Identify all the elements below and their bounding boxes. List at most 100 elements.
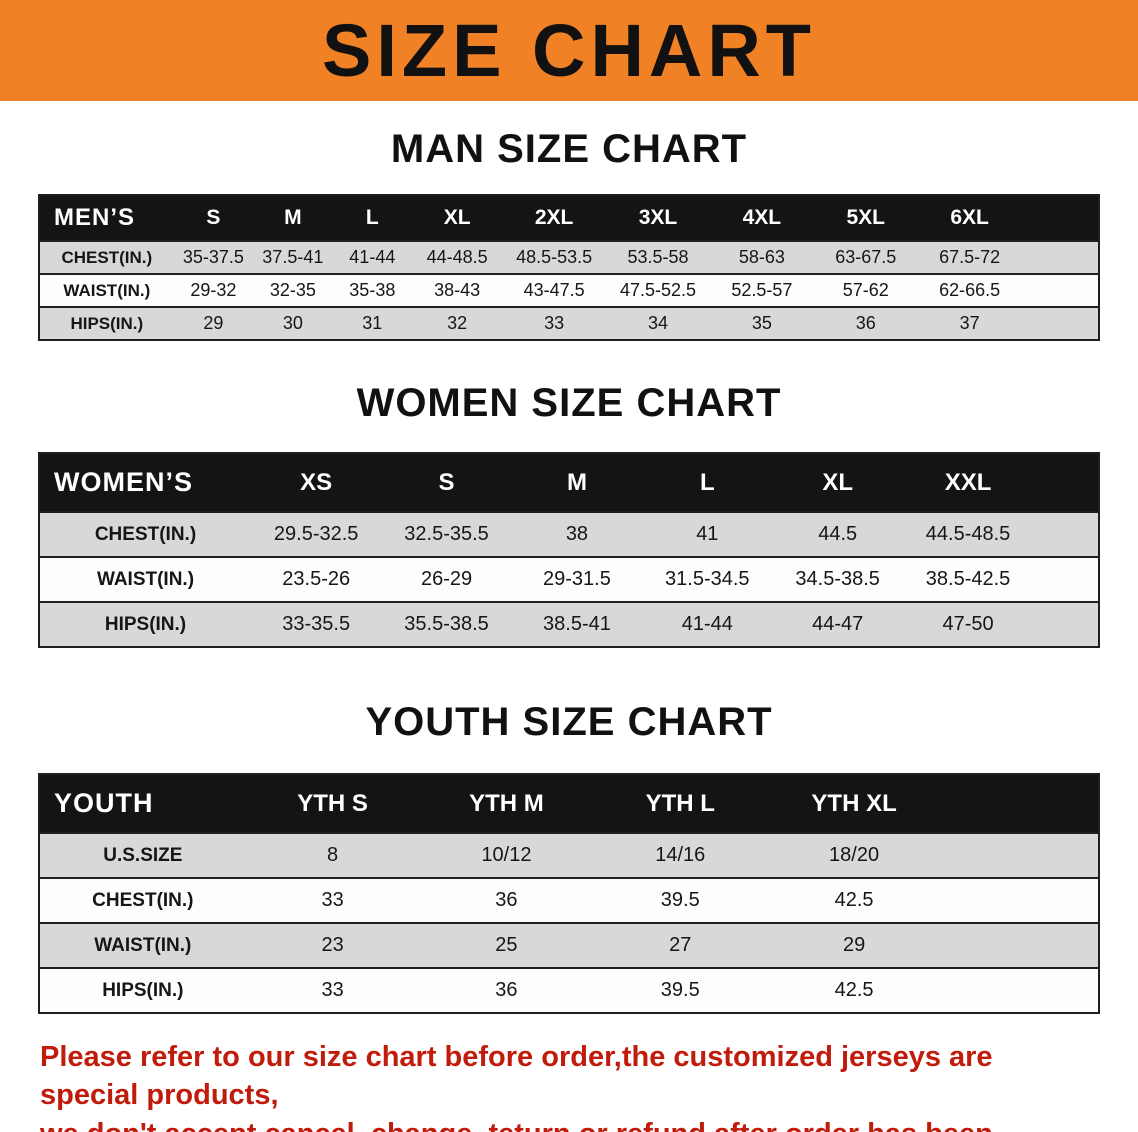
women-section-title: WOMEN SIZE CHART: [356, 381, 782, 425]
size-value-cell: 41: [696, 523, 719, 545]
size-column-header: 4XL: [709, 195, 814, 241]
size-value-cell: 34: [647, 313, 668, 333]
row-label: CHEST(IN.): [61, 247, 153, 267]
table-row: WAIST(IN.) 23 25 27 29: [39, 923, 1099, 968]
size-value-cell: 30: [282, 313, 303, 333]
youth-size-table: YOUTH YTH S YTH M YTH L YTH XL U.S.SIZE 8 10/1…: [38, 773, 1100, 1014]
size-value-cell: 35.5-38.5: [404, 613, 489, 635]
women-table-body: CHEST(IN.) 29.5-32.5 32.5-35.5 38 41 44.5 44.5…: [39, 512, 1099, 647]
size-value-cell: 38-43: [434, 280, 481, 300]
size-column-header: XL: [412, 195, 503, 241]
size-value-cell: 35: [751, 313, 772, 333]
table-corner-label: YOUTH: [39, 774, 246, 833]
row-label: U.S.SIZE: [103, 844, 183, 866]
row-label: HIPS(IN.): [70, 313, 144, 333]
size-value-cell: 48.5-53.5: [516, 247, 593, 267]
size-column-header: M: [511, 453, 643, 512]
size-value-cell: 23: [321, 934, 344, 956]
size-value-cell: 33-35.5: [282, 613, 351, 635]
table-row: WAIST(IN.) 29-32 32-35 35-38 38-43 43-47.5 47.…: [39, 274, 1099, 307]
table-row: CHEST(IN.) 29.5-32.5 32.5-35.5 38 41 44.5 44.5…: [39, 512, 1099, 557]
table-row: WAIST(IN.) 23.5-26 26-29 29-31.5 31.5-34.5 34…: [39, 557, 1099, 602]
size-column-header: 2XL: [502, 195, 607, 241]
men-section-title: MAN SIZE CHART: [390, 127, 748, 171]
size-value-cell: 18/20: [829, 844, 880, 866]
filler-cell: [941, 833, 1099, 878]
size-column-header: 5XL: [813, 195, 918, 241]
table-header-row: WOMEN’S XS S M L XL XXL: [39, 453, 1099, 512]
filler-cell: [1022, 241, 1099, 274]
size-value-cell: 39.5: [660, 979, 700, 1001]
size-value-cell: 44-47: [812, 613, 864, 635]
table-header-row: MEN’S S M L XL 2XL 3XL 4XL 5XL 6XL: [39, 195, 1099, 241]
page-title: SIZE CHART: [322, 8, 816, 92]
filler-cell: [1033, 557, 1099, 602]
men-size-section: MAN SIZE CHART MEN’S S M L XL 2XL 3XL 4XL 5XL 6XL…: [0, 127, 1138, 341]
size-column-header: M: [253, 195, 333, 241]
note-line-2: we don't accept cancel, change, teturn o…: [40, 1115, 1098, 1132]
size-value-cell: 57-62: [842, 280, 889, 300]
row-label: WAIST(IN.): [96, 568, 195, 590]
size-value-cell: 35-38: [349, 280, 396, 300]
filler-cell: [1021, 195, 1099, 241]
men-table-body: CHEST(IN.) 35-37.5 37.5-41 41-44 44-48.5 48.5…: [39, 241, 1099, 340]
size-value-cell: 36: [855, 313, 876, 333]
size-value-cell: 29-32: [190, 280, 237, 300]
size-value-cell: 47-50: [942, 613, 994, 635]
filler-cell: [1033, 453, 1099, 512]
size-value-cell: 29: [842, 934, 866, 956]
table-row: HIPS(IN.) 33-35.5 35.5-38.5 38.5-41 41-44 44-…: [39, 602, 1099, 647]
youth-section-title: YOUTH SIZE CHART: [365, 700, 773, 744]
size-value-cell: 67.5-72: [939, 247, 1001, 267]
size-value-cell: 32.5-35.5: [404, 523, 489, 545]
size-column-header: 6XL: [917, 195, 1022, 241]
table-corner-label: MEN’S: [39, 195, 174, 241]
filler-cell: [941, 774, 1099, 833]
row-label: HIPS(IN.): [104, 613, 187, 635]
size-column-header: L: [332, 195, 413, 241]
filler-cell: [1033, 512, 1099, 557]
table-header-row: YOUTH YTH S YTH M YTH L YTH XL: [39, 774, 1099, 833]
size-value-cell: 29.5-32.5: [273, 523, 359, 545]
size-column-header: L: [642, 453, 773, 512]
size-value-cell: 14/16: [655, 844, 706, 866]
size-value-cell: 26-29: [420, 568, 473, 590]
size-value-cell: 35-37.5: [182, 247, 244, 267]
size-value-cell: 32: [447, 313, 468, 333]
men-table-head: MEN’S S M L XL 2XL 3XL 4XL 5XL 6XL: [39, 195, 1099, 241]
size-column-header: XL: [772, 453, 903, 512]
size-value-cell: 10/12: [481, 844, 532, 866]
size-value-cell: 31: [362, 313, 383, 333]
size-value-cell: 52.5-57: [731, 280, 793, 300]
size-value-cell: 63-67.5: [835, 247, 897, 267]
size-column-header: YTH L: [593, 774, 768, 833]
row-label: CHEST(IN.): [94, 523, 197, 545]
filler-cell: [941, 923, 1099, 968]
size-value-cell: 27: [669, 934, 692, 956]
filler-cell: [941, 878, 1099, 923]
size-chart-banner: SIZE CHART: [0, 0, 1138, 101]
size-value-cell: 25: [495, 934, 518, 956]
size-value-cell: 38.5-41: [543, 613, 611, 635]
row-label: WAIST(IN.): [63, 280, 151, 300]
note-line-1: Please refer to our size chart before or…: [40, 1041, 993, 1112]
size-value-cell: 41-44: [349, 247, 396, 267]
filler-cell: [1022, 307, 1099, 340]
size-value-cell: 37.5-41: [262, 247, 324, 267]
size-value-cell: 32-35: [269, 280, 316, 300]
women-size-table: WOMEN’S XS S M L XL XXL CHEST(IN.) 29.5-32.5 32.…: [38, 452, 1100, 648]
size-value-cell: 31.5-34.5: [665, 568, 750, 590]
size-value-cell: 47.5-52.5: [619, 280, 696, 300]
size-value-cell: 39.5: [660, 889, 700, 911]
size-value-cell: 42.5: [834, 979, 874, 1001]
table-row: HIPS(IN.) 29 30 31 32 33 34 35 36 37: [39, 307, 1099, 340]
table-row: CHEST(IN.) 33 36 39.5 42.5: [39, 878, 1099, 923]
youth-table-head: YOUTH YTH S YTH M YTH L YTH XL: [39, 774, 1099, 833]
size-column-header: 3XL: [606, 195, 710, 241]
size-column-header: YTH M: [419, 774, 594, 833]
size-value-cell: 37: [959, 313, 980, 333]
size-value-cell: 29: [203, 313, 224, 333]
size-value-cell: 33: [544, 313, 565, 333]
table-row: U.S.SIZE 8 10/12 14/16 18/20: [39, 833, 1099, 878]
